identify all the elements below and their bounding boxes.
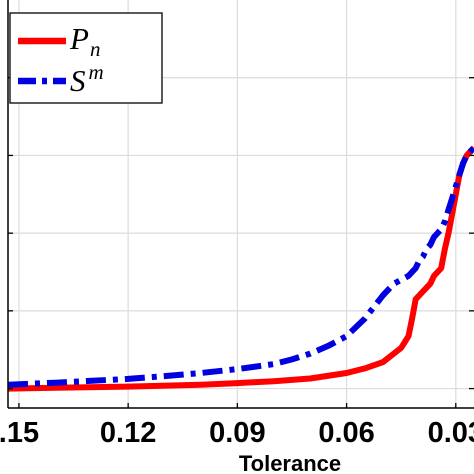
data-series [7,145,474,392]
plot-frame [7,0,474,409]
series-line-p-n [7,145,474,392]
x-tick-labels: .15 0.12 0.09 0.06 0.03 [0,417,474,449]
x-axis-title: Tolerance [239,451,341,474]
grid-lines [8,0,474,408]
x-tick-label: 0.03 [428,417,474,449]
x-tick-label: 0.09 [209,417,265,449]
x-tick-label: 0.06 [318,417,374,449]
x-tick-label: 0.12 [100,417,156,449]
x-tick-label: .15 [0,417,39,449]
legend-box [9,12,163,104]
series-line-s-m [7,145,474,388]
legend-label-p-n: Pn [69,21,100,61]
